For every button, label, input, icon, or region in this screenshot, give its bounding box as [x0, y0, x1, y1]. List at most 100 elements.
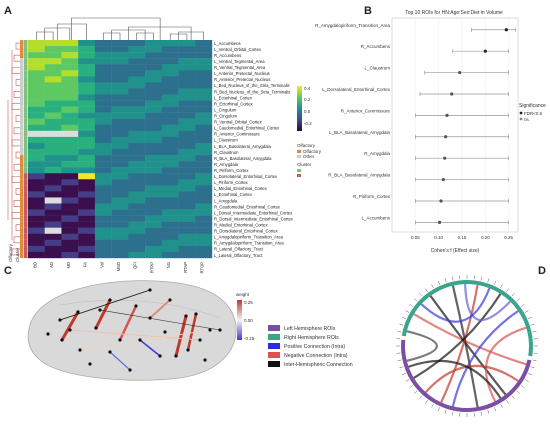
heatmap-cell	[161, 118, 179, 125]
heatmap-cell	[94, 94, 112, 101]
chord-tick	[532, 331, 537, 333]
chord-tick	[444, 409, 447, 414]
heatmap-cell	[61, 245, 79, 253]
heatmap-cell	[178, 70, 196, 77]
heatmap-cell	[128, 64, 146, 71]
connection-legend-label: Inter-Hemispheric Connection	[284, 362, 353, 368]
column-dendrogram	[36, 17, 204, 40]
brain-node	[184, 314, 188, 318]
heatmap-row-label: R_Piriform_Cortex	[214, 168, 249, 173]
heatmap-cell	[195, 185, 213, 192]
heatmap-row-label: R_Cingulum	[214, 114, 238, 119]
heatmap-row-label: L_Dorsal_Intermediate_Entorhinal_Cortex	[214, 210, 293, 215]
heatmap-cell	[61, 197, 79, 204]
heatmap-cell	[178, 233, 196, 241]
olfactory-annotation	[20, 221, 24, 228]
connection-legend-swatch	[268, 334, 280, 340]
heatmap-row-label: R_Anterior_Commissure	[214, 132, 261, 137]
heatmap-cell	[61, 167, 79, 174]
brain-node	[108, 350, 112, 354]
heatmap-row-label: L_Ectorhinal_Cortex	[214, 192, 253, 197]
heatmap-cell	[195, 130, 213, 138]
heatmap-cell	[78, 191, 96, 198]
heatmap-cell	[178, 118, 196, 125]
heatmap-cell	[161, 106, 179, 113]
olfactory-annotation	[20, 155, 24, 162]
heatmap-cell	[44, 245, 62, 253]
heatmap-cell	[195, 112, 213, 119]
heatmap-cell	[128, 112, 146, 119]
brain-node	[134, 304, 138, 308]
brain-connection	[59, 289, 151, 321]
chord-link	[485, 326, 527, 402]
heatmap-cell	[44, 251, 62, 259]
heatmap-cell	[145, 58, 163, 65]
heatmap-cell	[28, 185, 45, 192]
heatmap-cell	[178, 64, 196, 71]
heatmap-col-label: AD	[49, 262, 54, 268]
heatmap-cell	[145, 94, 163, 101]
olfactory-annotation	[20, 52, 24, 59]
heatmap-cell	[78, 82, 96, 89]
cluster-annotation	[24, 130, 28, 137]
heatmap-cell	[195, 221, 213, 228]
heatmap-cell	[111, 185, 129, 192]
heatmap-cell	[145, 227, 163, 234]
heatmap-cell	[61, 149, 79, 156]
chord-tick	[397, 331, 402, 333]
connection-legend-swatch	[268, 361, 280, 367]
chord-tick	[431, 284, 434, 289]
chord-tick	[452, 411, 454, 416]
heatmap-cell	[128, 40, 146, 47]
heatmap-cell	[94, 112, 112, 119]
heatmap-cell	[78, 118, 96, 125]
heatmap-cell	[94, 209, 112, 216]
heatmap-cell	[94, 40, 112, 47]
heatmap-cell	[111, 82, 129, 89]
heatmap-cell	[28, 155, 45, 162]
heatmap-cell	[94, 130, 112, 138]
heatmap-cell	[145, 233, 163, 241]
heatmap-cell	[111, 167, 129, 174]
heatmap-cell	[78, 124, 96, 132]
heatmap-cell	[111, 173, 129, 180]
brain-node	[60, 338, 64, 342]
heatmap-row-label: L_Accumbens	[214, 41, 241, 46]
heatmap-col-label: MD	[66, 262, 71, 269]
heatmap-cell	[161, 112, 179, 119]
heatmap-cell	[111, 161, 129, 168]
forest-point	[458, 70, 462, 75]
heatmap-cell	[44, 130, 62, 138]
heatmap-cell	[128, 106, 146, 113]
connection-legend-label: Left Hemisphere ROIs	[284, 326, 336, 332]
heatmap-cell	[195, 155, 213, 162]
chord-tick	[511, 395, 515, 399]
chord-tick	[409, 304, 413, 307]
heatmap-cell	[111, 94, 129, 101]
chord-link	[451, 285, 479, 408]
olfactory-annotation	[20, 149, 24, 156]
heatmap-cell	[178, 239, 196, 247]
olfactory-annotation	[20, 227, 24, 234]
heatmap-cell	[145, 136, 163, 144]
heatmap-cell	[111, 124, 129, 132]
heatmap-row-label: L_Claustrum	[214, 138, 238, 143]
heatmap-cell	[145, 46, 163, 53]
olfactory-annotation	[20, 106, 24, 113]
heatmap-cell	[178, 161, 196, 168]
cluster-annotation	[24, 76, 28, 83]
heatmap-cell	[28, 130, 45, 138]
heatmap-cell	[195, 167, 213, 174]
heatmap-cell	[195, 251, 213, 259]
heatmap-cell	[94, 221, 112, 228]
olfactory-annotation	[20, 197, 24, 204]
heatmap-cell	[111, 233, 129, 241]
heatmap-row-label: R_BLA_Basolateral_Amygdala	[214, 156, 272, 161]
heatmap-cell	[111, 52, 129, 59]
heatmap-cell	[61, 88, 79, 95]
heatmap-cell	[111, 215, 129, 222]
heatmap-cell	[178, 94, 196, 101]
chord-tick	[402, 373, 406, 376]
legend-cluster-swatch-2	[297, 174, 301, 177]
chord-link	[429, 295, 507, 396]
